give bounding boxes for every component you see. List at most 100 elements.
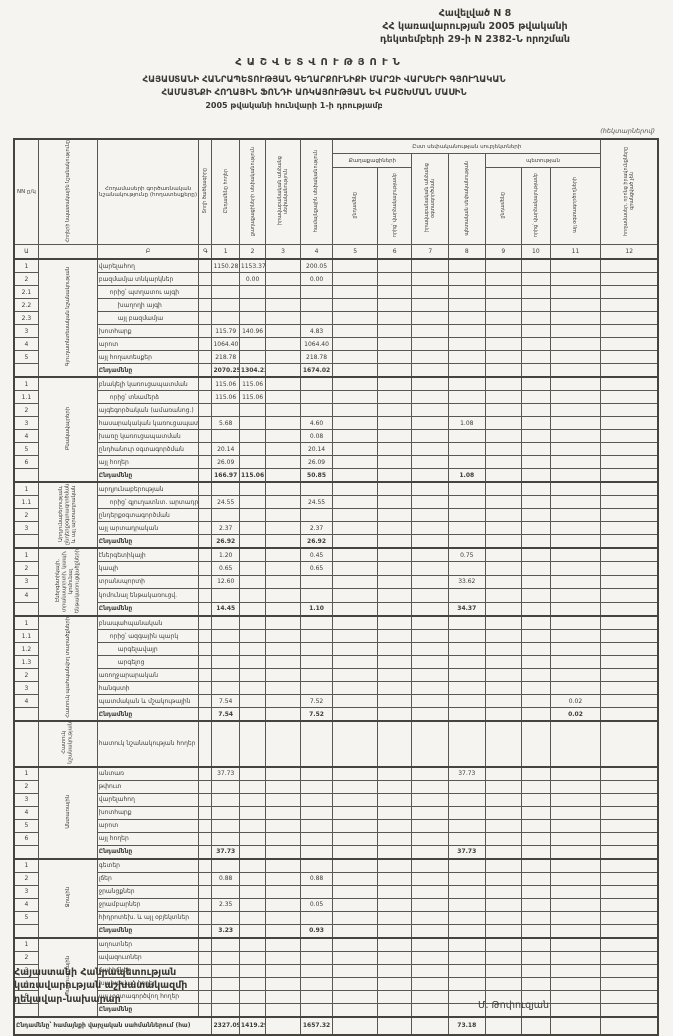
land-type-cell: արգելավայր bbox=[96, 642, 200, 657]
value-cell-10 bbox=[521, 481, 551, 496]
value-cell-9 bbox=[484, 765, 523, 781]
section-category-cell: Բնակավայրերի bbox=[37, 376, 98, 483]
footer-signatory-title: Հայաստանի Հանրապետության կառավարության ա… bbox=[14, 966, 187, 1006]
section-category-cell: Էներգետիկայի, տրանսպորտի, կապի, կոմունալ… bbox=[37, 546, 98, 617]
value-cell-4 bbox=[299, 311, 334, 325]
row-code-cell bbox=[198, 779, 213, 794]
value-cell-7 bbox=[411, 844, 450, 860]
value-cell-12 bbox=[600, 468, 659, 483]
value-cell-10 bbox=[521, 403, 551, 417]
value-cell-11 bbox=[549, 950, 602, 965]
value-cell-3 bbox=[265, 792, 301, 807]
value-cell-11 bbox=[549, 989, 602, 1004]
grand-value-cell-4: 1657.32 bbox=[299, 1015, 334, 1036]
value-cell-6 bbox=[376, 963, 413, 978]
header-col-1: Ընդամենը հողեր bbox=[211, 138, 240, 245]
value-cell-6 bbox=[376, 936, 413, 952]
value-cell-11 bbox=[549, 976, 602, 991]
value-cell-9 bbox=[484, 574, 523, 590]
table-row: 1.2 արգելավայր bbox=[13, 642, 659, 657]
grand-value-cell-10 bbox=[521, 1015, 551, 1036]
row-number-cell: 3 bbox=[13, 574, 39, 590]
table-row: Ընդամենը 2070.25 1304.23 1674.02 bbox=[13, 363, 659, 378]
value-cell-12 bbox=[600, 963, 659, 978]
value-cell-12 bbox=[600, 831, 659, 846]
value-cell-7 bbox=[411, 792, 450, 807]
table-row: 3 ջրանցքներ bbox=[13, 884, 659, 899]
row-code-cell bbox=[198, 442, 213, 456]
table-row: 6 այլ հողեր 26.09 26.09 bbox=[13, 455, 659, 469]
row-number-cell: 4 bbox=[13, 897, 39, 912]
value-cell-3 bbox=[265, 910, 301, 925]
value-cell-11 bbox=[549, 534, 602, 549]
row-code-cell bbox=[198, 588, 213, 603]
value-cell-10 bbox=[521, 561, 551, 576]
value-cell-3 bbox=[265, 963, 301, 978]
value-cell-2 bbox=[238, 950, 267, 965]
value-cell-5 bbox=[332, 910, 378, 925]
land-type-cell: առողջարարական bbox=[96, 668, 200, 683]
value-cell-12 bbox=[600, 285, 659, 299]
value-cell-10 bbox=[521, 963, 551, 978]
table-row: 6 այլ հողեր bbox=[13, 831, 659, 846]
value-cell-10 bbox=[521, 298, 551, 312]
land-type-cell: որից՝ գյուղատնտ. արտադր. bbox=[96, 495, 200, 509]
value-cell-10 bbox=[521, 681, 551, 696]
value-cell-11 bbox=[549, 272, 602, 286]
value-cell-6 bbox=[376, 376, 413, 391]
value-cell-3 bbox=[265, 989, 301, 1004]
value-cell-2 bbox=[238, 681, 267, 696]
row-number-cell: 2 bbox=[13, 950, 39, 965]
value-cell-11 bbox=[549, 765, 602, 781]
row-number-cell: 1 bbox=[13, 936, 39, 952]
row-code-cell bbox=[198, 298, 213, 312]
value-cell-8: 1.08 bbox=[448, 416, 486, 430]
row-number-cell: 5 bbox=[13, 818, 39, 833]
value-cell-4 bbox=[299, 403, 334, 417]
value-cell-1 bbox=[211, 884, 240, 899]
value-cell-9 bbox=[484, 805, 523, 820]
value-cell-12 bbox=[600, 403, 659, 417]
value-cell-2 bbox=[238, 818, 267, 833]
value-cell-6 bbox=[376, 468, 413, 483]
value-cell-3 bbox=[265, 561, 301, 576]
value-cell-3 bbox=[265, 298, 301, 312]
value-cell-7 bbox=[411, 871, 450, 886]
value-cell-3 bbox=[265, 311, 301, 325]
row-number-cell bbox=[13, 707, 39, 722]
value-cell-4: 24.55 bbox=[299, 495, 334, 509]
value-cell-4: 0.65 bbox=[299, 561, 334, 576]
value-cell-4 bbox=[299, 298, 334, 312]
value-cell-3 bbox=[265, 403, 301, 417]
land-type-cell: վարելահող bbox=[96, 792, 200, 807]
value-cell-2 bbox=[238, 844, 267, 860]
value-cell-11 bbox=[549, 363, 602, 378]
value-cell-8 bbox=[448, 455, 486, 469]
row-code-cell bbox=[198, 390, 213, 404]
value-cell-1: 115.06 bbox=[211, 376, 240, 391]
value-cell-10 bbox=[521, 272, 551, 286]
value-cell-12 bbox=[600, 857, 659, 873]
value-cell-11 bbox=[549, 547, 602, 563]
grand-value-cell-11 bbox=[549, 1015, 602, 1036]
table-row: Ընդամենը 3.23 0.93 bbox=[13, 923, 659, 939]
value-cell-2 bbox=[238, 871, 267, 886]
value-cell-11 bbox=[549, 416, 602, 430]
value-cell-4 bbox=[299, 989, 334, 1004]
value-cell-8: 1.08 bbox=[448, 468, 486, 483]
grand-value-cell-3 bbox=[265, 1015, 301, 1036]
value-cell-3 bbox=[265, 831, 301, 846]
value-cell-5 bbox=[332, 350, 378, 364]
table-row: 2 լճեր 0.88 0.88 bbox=[13, 871, 659, 886]
value-cell-4 bbox=[299, 508, 334, 522]
value-cell-7 bbox=[411, 521, 450, 535]
table-row: 2 բազմամյա տնկարկներ 0.00 0.00 bbox=[13, 272, 659, 286]
value-cell-8 bbox=[448, 588, 486, 603]
value-cell-1: 5.68 bbox=[211, 416, 240, 430]
row-code-cell bbox=[198, 655, 213, 670]
value-cell-2 bbox=[238, 534, 267, 549]
value-cell-3 bbox=[265, 857, 301, 873]
row-number-cell bbox=[13, 844, 39, 860]
row-number-cell: 1.3 bbox=[13, 655, 39, 670]
value-cell-12 bbox=[600, 668, 659, 683]
